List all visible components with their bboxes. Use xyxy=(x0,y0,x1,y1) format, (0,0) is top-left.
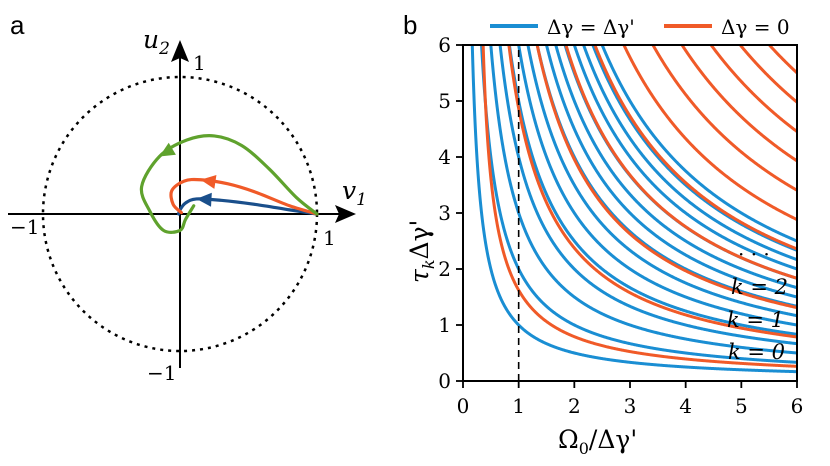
curve-series-2-k8 xyxy=(709,45,797,133)
curve-series-2-k7 xyxy=(680,45,797,163)
trajectory-arrowhead-2 xyxy=(200,175,217,189)
curve-series-2-k0 xyxy=(481,45,797,368)
x-tick-label: 6 xyxy=(791,394,804,418)
curve-series-2-k9 xyxy=(738,45,797,104)
curve-series-1-k10 xyxy=(563,45,797,280)
y-axis-ticks: 0 1 2 3 4 5 6 xyxy=(438,33,463,393)
x-tick-label: 5 xyxy=(735,394,748,418)
v1-axis-label: v1 xyxy=(342,176,367,210)
curve-series-2-k12 xyxy=(776,0,797,14)
curve-series-1-k0 xyxy=(470,45,797,374)
y-tick-label: 1 xyxy=(438,313,451,337)
curve-series-2-k4 xyxy=(593,45,797,251)
panel-a: a u2 v1 1 −1 1 −1 xyxy=(8,10,367,385)
curve-series-1-k12 xyxy=(582,45,797,262)
trajectories xyxy=(139,134,319,234)
u2-axis-label: u2 xyxy=(143,25,170,59)
curve-series-1-k2 xyxy=(489,45,797,355)
annotation-k2: k = 2 xyxy=(731,275,788,299)
panel-a-label: a xyxy=(10,10,25,40)
y-tick-label: 4 xyxy=(438,145,451,169)
curve-series-2-k10 xyxy=(767,45,797,74)
curve-series-2-k6 xyxy=(651,45,797,192)
x-tick-label: 4 xyxy=(679,394,692,418)
y-tick-label: 5 xyxy=(438,89,451,113)
annotation-k0: k = 0 xyxy=(728,340,785,364)
v1-tick-neg: −1 xyxy=(10,215,39,239)
trajectory-arrowhead-3 xyxy=(159,142,176,157)
x-tick-label: 1 xyxy=(512,394,525,418)
legend-label-blue: Δγ = Δγ' xyxy=(547,15,635,39)
curve-series-1-k1 xyxy=(480,45,797,364)
curve-series-1-k14 xyxy=(600,45,797,243)
y-tick-label: 0 xyxy=(438,369,451,393)
x-tick-label: 3 xyxy=(624,394,637,418)
v1-tick-pos: 1 xyxy=(323,226,336,250)
curve-series-2-k5 xyxy=(622,45,797,221)
y-axis-label: τkΔγ' xyxy=(405,220,438,283)
x-axis-label: Ω0/Δγ' xyxy=(558,425,637,458)
curve-series-2-k1 xyxy=(507,45,797,339)
legend-label-red: Δγ = 0 xyxy=(721,15,790,39)
curve-series-2-k2 xyxy=(535,45,797,310)
curve-series-1-k6 xyxy=(526,45,797,318)
curve-series-1-k3 xyxy=(498,45,797,346)
curve-series-1-k5 xyxy=(517,45,797,327)
curve-series-1-k8 xyxy=(544,45,797,299)
x-axis-ticks: 0 1 2 3 4 5 6 xyxy=(457,381,804,418)
annotation-dots: · · · xyxy=(738,242,770,266)
phase-plot xyxy=(8,40,356,368)
trajectory-arrowhead-1 xyxy=(196,192,212,207)
curve-series-1-k9 xyxy=(554,45,797,290)
u2-tick-pos: 1 xyxy=(193,51,206,75)
panel-b-label: b xyxy=(403,10,417,40)
v1-axis-arrowhead xyxy=(335,205,356,223)
legend: Δγ = Δγ' Δγ = 0 xyxy=(490,15,790,39)
x-tick-label: 2 xyxy=(568,394,581,418)
curve-series-2-k3 xyxy=(564,45,797,280)
curve-series-1-k4 xyxy=(507,45,797,336)
y-tick-label: 6 xyxy=(438,33,451,57)
curves xyxy=(470,0,797,374)
u2-axis-arrowhead xyxy=(171,40,189,62)
annotation-k1: k = 1 xyxy=(727,308,784,332)
y-tick-label: 2 xyxy=(438,257,451,281)
u2-tick-neg: −1 xyxy=(147,361,176,385)
y-tick-label: 3 xyxy=(438,201,451,225)
curve-series-1-k11 xyxy=(572,45,797,271)
x-tick-label: 0 xyxy=(457,394,470,418)
